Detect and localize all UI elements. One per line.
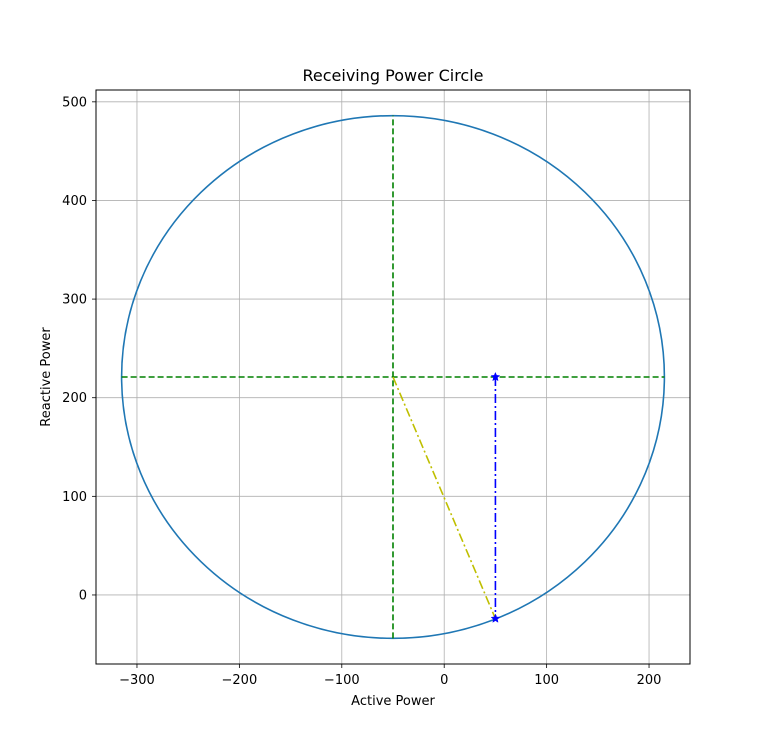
ticks: −300 −200 −100 0 100 200 0 100 200 300 400 500 bbox=[62, 95, 661, 688]
star-marker bbox=[490, 613, 501, 623]
y-tick-label: 400 bbox=[62, 194, 87, 209]
y-tick-label: 300 bbox=[62, 293, 87, 308]
x-tick-label: −200 bbox=[222, 673, 258, 688]
star-marker bbox=[490, 371, 501, 382]
y-tick-label: 500 bbox=[62, 95, 87, 110]
y-tick-label: 0 bbox=[79, 588, 87, 603]
y-tick-label: 100 bbox=[62, 490, 87, 505]
x-axis-label: Active Power bbox=[351, 694, 435, 709]
x-tick-label: 200 bbox=[637, 673, 662, 688]
x-tick-label: −100 bbox=[324, 673, 360, 688]
plot-area bbox=[120, 114, 666, 640]
y-tick-label: 200 bbox=[62, 391, 87, 406]
x-tick-label: 100 bbox=[534, 673, 559, 688]
chart-title: Receiving Power Circle bbox=[302, 66, 483, 85]
y-axis-label: Reactive Power bbox=[39, 327, 54, 427]
radius-line bbox=[392, 376, 497, 619]
x-tick-label: 0 bbox=[440, 673, 448, 688]
axes-frame bbox=[95, 89, 691, 665]
x-tick-label: −300 bbox=[119, 673, 155, 688]
